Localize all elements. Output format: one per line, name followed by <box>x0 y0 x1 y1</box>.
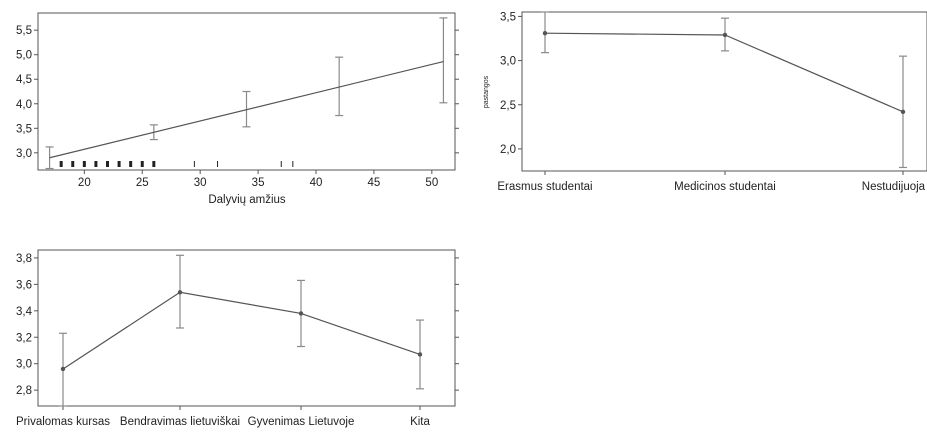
x-category-label: Medicinos studentai <box>674 181 776 193</box>
x-tick-label: 50 <box>425 177 438 189</box>
x-category-label: Gyvenimas Lietuvoje <box>248 416 355 428</box>
chart-panel-groups: 2,0 2,5 3,0 3,5 Erasmus studentai Medicinos … <box>483 11 927 193</box>
x-category-label: Privalomas kursas <box>16 416 110 428</box>
data-point <box>60 366 66 372</box>
y-axis: 2,8 3,0 3,2 3,4 3,6 3,8 <box>16 253 459 397</box>
y-axis: 2,0 2,5 3,0 3,5 <box>500 11 522 156</box>
x-axis-label: Dalyvių amžius <box>208 194 286 206</box>
data-point <box>722 32 728 38</box>
y-axis: 3,0 3,5 4,0 4,5 5,0 5,5 <box>16 25 459 160</box>
y-tick-label: 3,4 <box>16 306 33 318</box>
y-tick-label: 5,0 <box>16 50 32 62</box>
data-point <box>298 311 304 316</box>
y-tick-label: 4,5 <box>16 74 32 86</box>
data-point <box>177 290 183 295</box>
y-tick-label: 5,5 <box>16 25 32 37</box>
x-tick-label: 45 <box>368 177 381 189</box>
series-points <box>60 290 423 372</box>
x-category-label: Erasmus studentai <box>497 181 592 193</box>
y-tick-label: 3,0 <box>16 148 32 160</box>
y-tick-label: 2,5 <box>500 100 516 112</box>
data-point <box>900 109 906 115</box>
fit-line <box>49 60 444 159</box>
x-tick-label: 35 <box>252 177 265 189</box>
y-tick-label: 3,6 <box>16 279 32 291</box>
y-tick-label: 3,5 <box>500 11 516 23</box>
series-points <box>542 31 906 115</box>
chart-panel-age: 3,0 3,5 4,0 4,5 5,0 5,5 20 25 30 35 40 45 50 Dalyvi… <box>16 12 459 206</box>
y-tick-label: 3,0 <box>16 359 32 371</box>
data-point <box>542 31 548 36</box>
y-tick-label: 3,2 <box>16 332 32 344</box>
x-tick-label: 20 <box>78 177 91 189</box>
error-bars <box>59 254 424 407</box>
x-tick-label: 30 <box>194 177 207 189</box>
data-point <box>417 352 423 357</box>
chart-panel-reasons: 2,8 3,0 3,2 3,4 3,6 3,8 Privalomas kursas Bend… <box>16 249 459 428</box>
x-axis: Erasmus studentai Medicinos studentai Nest… <box>497 171 927 193</box>
y-tick-label: 3,5 <box>16 123 32 135</box>
plot-frame <box>37 12 456 171</box>
plot-frame <box>37 249 456 407</box>
y-axis-label: pastangos <box>483 75 490 108</box>
series-line <box>62 291 421 370</box>
y-tick-label: 3,0 <box>500 56 516 68</box>
rug-marks <box>59 161 294 167</box>
y-tick-label: 2,8 <box>16 385 32 397</box>
error-bars <box>45 17 448 170</box>
y-tick-label: 2,0 <box>500 144 516 156</box>
x-axis: Privalomas kursas Bendravimas lietuviškai… <box>16 406 431 428</box>
x-tick-label: 25 <box>136 177 149 189</box>
x-category-label: Bendravimas lietuviškai <box>120 416 240 428</box>
x-category-label: Kita <box>410 416 430 428</box>
y-tick-label: 3,8 <box>16 253 32 265</box>
x-category-label: Nestudijuoja VU <box>862 181 927 193</box>
series-line <box>544 32 904 113</box>
x-tick-label: 40 <box>310 177 323 189</box>
x-axis: 20 25 30 35 40 45 50 <box>78 170 438 189</box>
y-tick-label: 4,0 <box>16 99 32 111</box>
